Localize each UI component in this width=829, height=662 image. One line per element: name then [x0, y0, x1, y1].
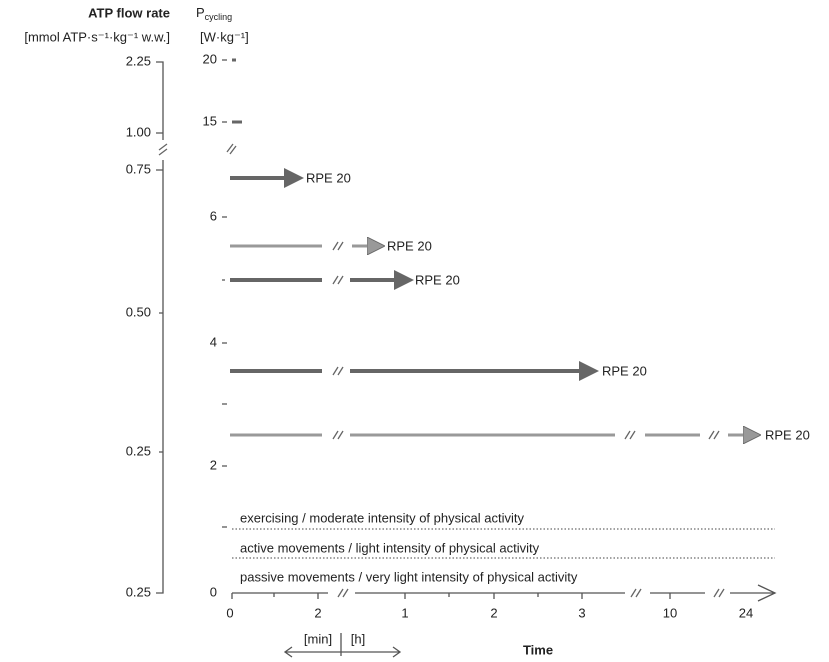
- arrow-label: RPE 20: [765, 427, 810, 442]
- right-tick: 2: [210, 457, 217, 472]
- axis-break: [226, 143, 237, 155]
- left-axis-title: ATP flow rate: [88, 5, 170, 20]
- right-tick: 0: [210, 584, 217, 599]
- right-tick: 4: [210, 334, 217, 349]
- arrow-label: RPE 20: [387, 238, 432, 253]
- time-tick: 10: [663, 605, 677, 620]
- left-axis-unit: [mmol ATP·s⁻¹·kg⁻¹ w.w.]: [24, 29, 170, 44]
- left-tick: 2.25: [126, 53, 151, 68]
- left-tick: 0.25: [126, 443, 151, 458]
- unit-arrow: [283, 633, 402, 658]
- time-tick: 3: [578, 605, 585, 620]
- sub: cycling: [205, 12, 233, 22]
- time-label: Time: [523, 642, 553, 657]
- left-tick: 0.25: [126, 584, 151, 599]
- left-tick: 0.50: [126, 304, 151, 319]
- right-tick: 20: [203, 51, 217, 66]
- time-unit: [h]: [351, 631, 365, 646]
- zone-label: exercising / moderate intensity of physi…: [240, 510, 524, 525]
- time-tick: 2: [314, 605, 321, 620]
- arrow-label: RPE 20: [415, 272, 460, 287]
- arrow-label: RPE 20: [602, 363, 647, 378]
- breaks: [332, 241, 720, 440]
- short-marks: [232, 58, 242, 124]
- time-tick: 24: [739, 605, 753, 620]
- time-tick: 1: [401, 605, 408, 620]
- time-tick: 0: [226, 605, 233, 620]
- right-axis-unit: [W·kg⁻¹]: [200, 29, 249, 44]
- right-axis-title: Pcycling: [196, 5, 232, 22]
- zone-label: active movements / light intensity of ph…: [240, 540, 540, 555]
- time-tick: 2: [490, 605, 497, 620]
- right-ticks: [222, 59, 227, 528]
- time-arrowhead: [757, 584, 777, 602]
- left-axis: [156, 61, 164, 594]
- arrow-label: RPE 20: [306, 170, 351, 185]
- time-axis: [231, 592, 775, 599]
- left-tick: 0.75: [126, 161, 151, 176]
- breaks: [337, 588, 725, 598]
- zone-label: passive movements / very light intensity…: [240, 569, 578, 584]
- right-tick: 15: [203, 113, 217, 128]
- left-tick: 1.00: [126, 124, 151, 139]
- time-unit: [min]: [304, 631, 332, 646]
- right-tick: 6: [210, 208, 217, 223]
- axis-break: [158, 143, 168, 156]
- p: P: [196, 5, 205, 20]
